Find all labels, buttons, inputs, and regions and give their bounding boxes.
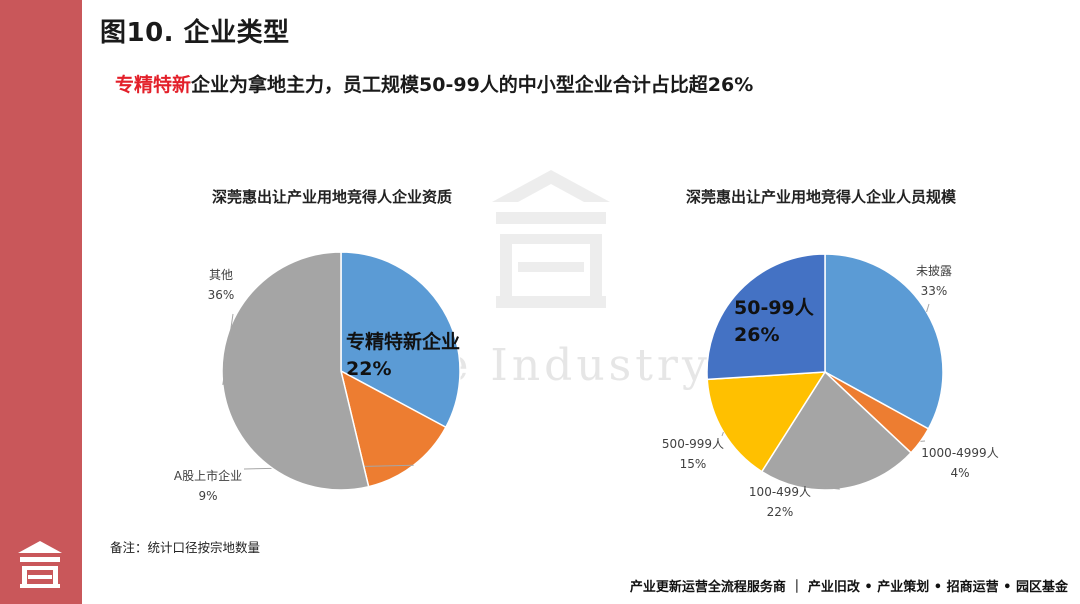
- pie2-slice-0: [824, 253, 944, 430]
- pie2-leader-3: [721, 431, 724, 437]
- pie2-value-label-2: 22%: [767, 505, 794, 519]
- pie2-leader-2: [793, 483, 840, 490]
- pie2-category-label-1: 1000-4999人: [921, 446, 998, 460]
- pie2-category-label-4: 50-99人: [734, 297, 815, 319]
- pie1-leader-2: [222, 313, 234, 385]
- pie2-value-label-3: 15%: [680, 457, 707, 471]
- chart2-title: 深莞惠出让产业用地竞得人企业人员规模: [686, 188, 957, 206]
- page-title: 图10. 企业类型: [100, 18, 290, 48]
- watermark-logo-icon: [492, 170, 610, 308]
- pie2-value-label-4: 26%: [734, 324, 779, 346]
- pie2-slice-3: [706, 371, 827, 473]
- pie1-value-label-0: 22%: [346, 358, 391, 380]
- page-subtitle: 专精特新企业为拿地主力，员工规模50-99人的中小型企业合计占比超26%: [115, 70, 753, 97]
- pie2-category-label-3: 500-999人: [662, 437, 724, 451]
- pie1-value-label-1: 9%: [198, 489, 217, 503]
- pie2-category-label-0: 未披露: [916, 264, 952, 278]
- pie-chart-staff-size: 未披露 33% 1000-4999人 4% 100-499人 22% 500-999人 15%…: [662, 253, 999, 519]
- subtitle-text: 企业为拿地主力，员工规模50-99人的中小型企业合计占比超26%: [191, 74, 754, 96]
- footer-tagline: 产业更新运营全流程服务商 ｜ 产业旧改 • 产业策划 • 招商运营 • 园区基金: [629, 580, 1068, 595]
- brand-logo-icon: [18, 541, 62, 588]
- pie1-category-label-1: A股上市企业: [174, 468, 242, 483]
- chart1-title: 深莞惠出让产业用地竞得人企业资质: [212, 188, 453, 206]
- footnote: 备注：统计口径按宗地数量: [110, 540, 261, 555]
- side-bar: [0, 0, 82, 604]
- pie1-category-label-0: 专精特新企业: [346, 330, 460, 353]
- pie1-value-label-2: 36%: [208, 288, 235, 302]
- pie-chart-enterprise-qualification: 专精特新企业 22% A股上市企业 9% 其他 36%: [174, 251, 461, 503]
- pie1-category-label-2: 其他: [209, 268, 233, 282]
- subtitle-highlight: 专精特新: [115, 74, 192, 96]
- pie2-slice-4: [706, 253, 826, 381]
- pie2-leader-0: [926, 303, 930, 313]
- pie2-category-label-2: 100-499人: [749, 485, 811, 499]
- pie2-value-label-0: 33%: [921, 284, 948, 298]
- pie2-value-label-1: 4%: [950, 466, 969, 480]
- pie1-slice-0: [340, 251, 461, 429]
